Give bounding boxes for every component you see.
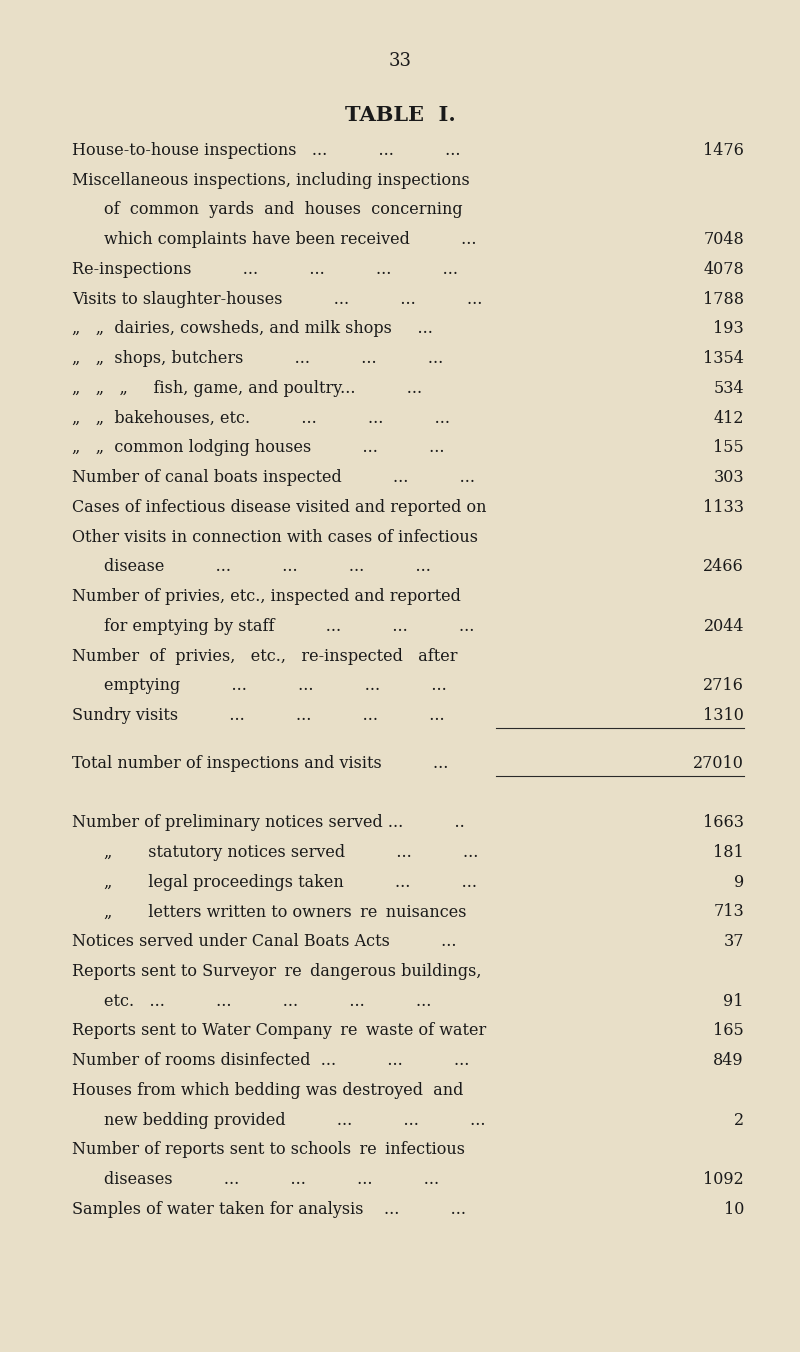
- Text: 534: 534: [714, 380, 744, 397]
- Text: Houses from which bedding was destroyed  and: Houses from which bedding was destroyed …: [72, 1082, 463, 1099]
- Text: emptying          ...          ...          ...          ...: emptying ... ... ... ...: [104, 677, 446, 695]
- Text: 33: 33: [389, 51, 411, 70]
- Text: 9: 9: [734, 873, 744, 891]
- Text: 91: 91: [723, 992, 744, 1010]
- Text: which complaints have been received          ...: which complaints have been received ...: [104, 231, 477, 249]
- Text: Re-inspections          ...          ...          ...          ...: Re-inspections ... ... ... ...: [72, 261, 458, 279]
- Text: Number of preliminary notices served ...          ..: Number of preliminary notices served ...…: [72, 814, 465, 831]
- Text: 1133: 1133: [703, 499, 744, 516]
- Text: „   „  common lodging houses          ...          ...: „ „ common lodging houses ... ...: [72, 439, 445, 457]
- Text: 37: 37: [723, 933, 744, 950]
- Text: diseases          ...          ...          ...          ...: diseases ... ... ... ...: [104, 1171, 439, 1188]
- Text: 193: 193: [714, 320, 744, 338]
- Text: „   „  shops, butchers          ...          ...          ...: „ „ shops, butchers ... ... ...: [72, 350, 443, 368]
- Text: Cases of infectious disease visited and reported on: Cases of infectious disease visited and …: [72, 499, 486, 516]
- Text: 165: 165: [714, 1022, 744, 1040]
- Text: 2: 2: [734, 1111, 744, 1129]
- Text: Number of rooms disinfected  ...          ...          ...: Number of rooms disinfected ... ... ...: [72, 1052, 470, 1069]
- Text: Other visits in connection with cases of infectious: Other visits in connection with cases of…: [72, 529, 478, 546]
- Text: 2716: 2716: [703, 677, 744, 695]
- Text: Number  of  privies,   etc.,   re-inspected   after: Number of privies, etc., re-inspected af…: [72, 648, 458, 665]
- Text: Number of reports sent to schools  re  infectious: Number of reports sent to schools re inf…: [72, 1141, 465, 1159]
- Text: Reports sent to Surveyor  re  dangerous buildings,: Reports sent to Surveyor re dangerous bu…: [72, 963, 482, 980]
- Text: of  common  yards  and  houses  concerning: of common yards and houses concerning: [104, 201, 462, 219]
- Text: 1788: 1788: [703, 291, 744, 308]
- Text: Notices served under Canal Boats Acts          ...: Notices served under Canal Boats Acts ..…: [72, 933, 457, 950]
- Text: 1663: 1663: [703, 814, 744, 831]
- Text: Sundry visits          ...          ...          ...          ...: Sundry visits ... ... ... ...: [72, 707, 445, 725]
- Text: new bedding provided          ...          ...          ...: new bedding provided ... ... ...: [104, 1111, 486, 1129]
- Text: 2466: 2466: [703, 558, 744, 576]
- Text: „       legal proceedings taken          ...          ...: „ legal proceedings taken ... ...: [104, 873, 477, 891]
- Text: TABLE  I.: TABLE I.: [345, 105, 455, 124]
- Text: Samples of water taken for analysis    ...          ...: Samples of water taken for analysis ... …: [72, 1201, 466, 1218]
- Text: 4078: 4078: [703, 261, 744, 279]
- Text: Number of canal boats inspected          ...          ...: Number of canal boats inspected ... ...: [72, 469, 475, 487]
- Text: for emptying by staff          ...          ...          ...: for emptying by staff ... ... ...: [104, 618, 474, 635]
- Text: „   „   „     fish, game, and poultry...          ...: „ „ „ fish, game, and poultry... ...: [72, 380, 422, 397]
- Text: Reports sent to Water Company  re  waste of water: Reports sent to Water Company re waste o…: [72, 1022, 486, 1040]
- Text: 849: 849: [714, 1052, 744, 1069]
- Text: 713: 713: [714, 903, 744, 921]
- Text: 27010: 27010: [693, 754, 744, 772]
- Text: disease          ...          ...          ...          ...: disease ... ... ... ...: [104, 558, 431, 576]
- Text: 303: 303: [714, 469, 744, 487]
- Text: 412: 412: [714, 410, 744, 427]
- Text: „   „  bakehouses, etc.          ...          ...          ...: „ „ bakehouses, etc. ... ... ...: [72, 410, 450, 427]
- Text: 1092: 1092: [703, 1171, 744, 1188]
- Text: 2044: 2044: [703, 618, 744, 635]
- Text: 1310: 1310: [703, 707, 744, 725]
- Text: 155: 155: [714, 439, 744, 457]
- Text: Total number of inspections and visits          ...: Total number of inspections and visits .…: [72, 754, 448, 772]
- Text: „       letters written to owners  re  nuisances: „ letters written to owners re nuisances: [104, 903, 466, 921]
- Text: etc.   ...          ...          ...          ...          ...: etc. ... ... ... ... ...: [104, 992, 431, 1010]
- Text: Visits to slaughter-houses          ...          ...          ...: Visits to slaughter-houses ... ... ...: [72, 291, 482, 308]
- Text: „       statutory notices served          ...          ...: „ statutory notices served ... ...: [104, 844, 478, 861]
- Text: House-to-house inspections   ...          ...          ...: House-to-house inspections ... ... ...: [72, 142, 461, 160]
- Text: 1354: 1354: [703, 350, 744, 368]
- Text: 7048: 7048: [703, 231, 744, 249]
- Text: 1476: 1476: [703, 142, 744, 160]
- Text: „   „  dairies, cowsheds, and milk shops     ...: „ „ dairies, cowsheds, and milk shops ..…: [72, 320, 433, 338]
- Text: Number of privies, etc., inspected and reported: Number of privies, etc., inspected and r…: [72, 588, 461, 606]
- Text: Miscellaneous inspections, including inspections: Miscellaneous inspections, including ins…: [72, 172, 470, 189]
- Text: 181: 181: [714, 844, 744, 861]
- Text: 10: 10: [724, 1201, 744, 1218]
